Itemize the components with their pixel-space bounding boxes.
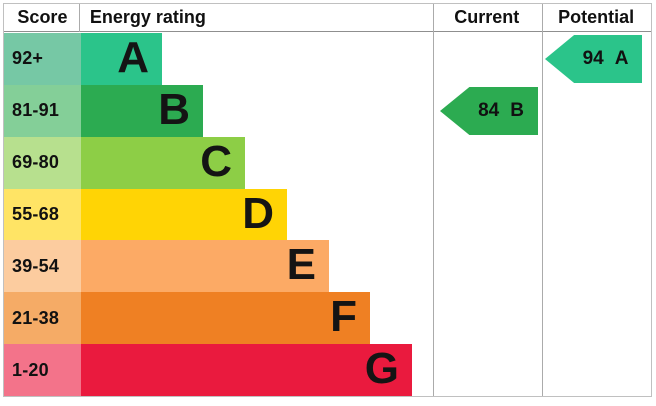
score-cell: 69-80 [4, 136, 81, 189]
rating-bar: A [81, 33, 162, 85]
score-cell: 1-20 [4, 344, 81, 397]
rating-letter: E [286, 240, 316, 290]
header-potential: Potential [558, 7, 635, 27]
rating-letter: D [242, 188, 274, 238]
score-cell: 92+ [4, 33, 81, 85]
divider-potential [542, 4, 543, 396]
current-letter: B [510, 100, 524, 121]
table-header-row: Score Energy rating Current Potential [4, 4, 651, 32]
divider-score-energy [79, 4, 80, 32]
potential-value: 94 [582, 48, 604, 69]
rating-letter: B [158, 84, 190, 134]
band-row-f: 21-38 F [4, 292, 651, 345]
rating-bar: G [81, 344, 412, 397]
header-score: Score [17, 7, 68, 27]
band-row-e: 39-54 E [4, 240, 651, 293]
rating-bar: C [81, 136, 245, 189]
band-row-a: 92+ A [4, 33, 651, 85]
divider-current [433, 4, 434, 396]
score-cell: 81-91 [4, 84, 81, 137]
header-energy-rating: Energy rating [89, 7, 206, 27]
score-cell: 21-38 [4, 292, 81, 345]
header-current: Current [454, 7, 520, 27]
rating-letter: C [200, 136, 232, 186]
rating-bar: F [81, 292, 370, 345]
score-cell: 39-54 [4, 240, 81, 293]
rating-letter: G [364, 344, 399, 394]
band-rows: 92+ A 81-91 B 69-80 C 55-68 D [4, 33, 651, 397]
band-row-c: 69-80 C [4, 136, 651, 189]
rating-bar: B [81, 84, 203, 137]
band-row-d: 55-68 D [4, 188, 651, 241]
potential-letter: A [614, 48, 629, 69]
current-value: 84 [478, 100, 500, 121]
rating-bar: E [81, 240, 329, 293]
epc-table: Score Energy rating Current Potential 92… [3, 3, 652, 397]
rating-letter: A [117, 32, 149, 82]
rating-letter: F [330, 292, 357, 342]
rating-bar: D [81, 188, 287, 241]
band-row-b: 81-91 B [4, 84, 651, 137]
score-cell: 55-68 [4, 188, 81, 241]
band-row-g: 1-20 G [4, 344, 651, 397]
